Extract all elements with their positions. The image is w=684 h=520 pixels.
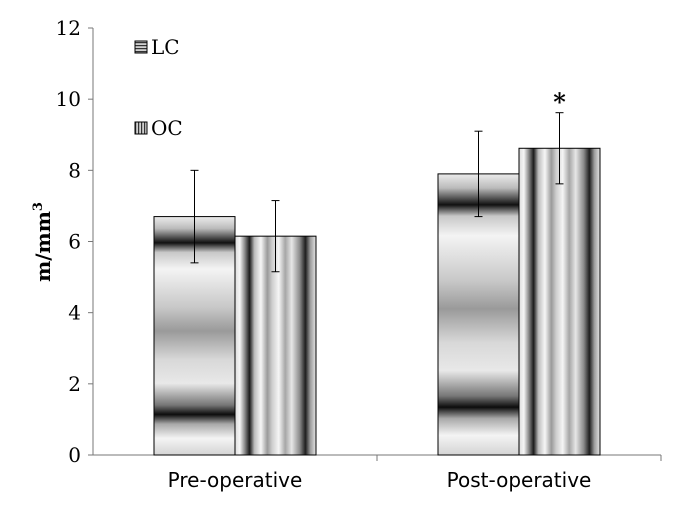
axes: 0 2 4 6 8 10 12 Pre-operative Post-operative: [56, 16, 662, 492]
x-ticks: Pre-operative Post-operative: [168, 455, 662, 492]
y-tick-label: 4: [68, 301, 81, 325]
y-tick-label: 10: [56, 87, 81, 111]
y-tick-label: 8: [68, 158, 81, 182]
significance-marker: *: [553, 88, 566, 117]
legend-swatch-lc: [134, 40, 148, 54]
legend-swatch-oc: [134, 121, 148, 135]
bar-oc: [518, 147, 601, 456]
y-tick-label: 0: [68, 443, 81, 467]
legend-label-lc: LC: [151, 35, 180, 59]
x-tick-label: Pre-operative: [168, 468, 303, 492]
y-ticks: 0 2 4 6 8 10 12: [56, 16, 93, 467]
y-tick-label: 6: [68, 230, 81, 254]
legend-label-oc: OC: [151, 116, 183, 140]
error-bars: [190, 112, 564, 273]
y-axis-label-sup: 3: [31, 202, 46, 211]
legend: LC OC: [134, 35, 183, 140]
bar-lc: [437, 173, 520, 456]
bars: [153, 147, 601, 456]
y-tick-label: 12: [56, 16, 81, 40]
x-tick-label: Post-operative: [447, 468, 592, 492]
bar-oc: [234, 235, 317, 456]
annotations: *: [553, 88, 566, 117]
y-tick-label: 2: [68, 372, 81, 396]
y-axis-label-main: m/mm: [31, 211, 55, 282]
y-axis-label: m/mm3: [31, 202, 55, 282]
